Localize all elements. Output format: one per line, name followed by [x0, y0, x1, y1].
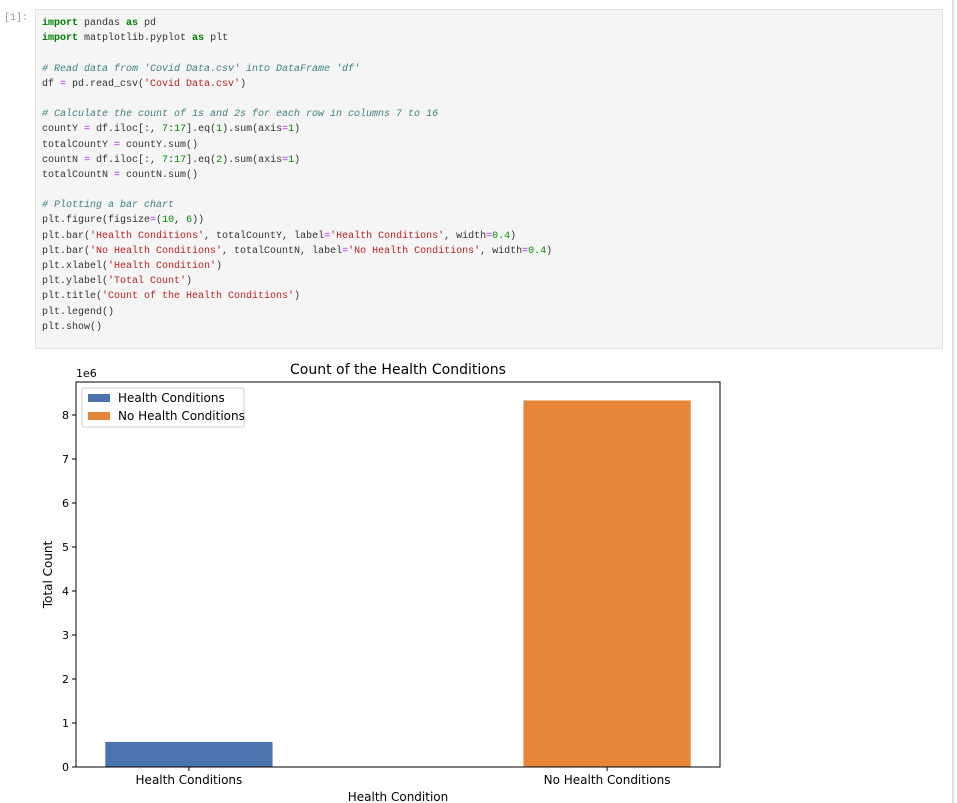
y-tick-label: 2: [62, 673, 69, 686]
code-line: plt.bar('Health Conditions', totalCountY…: [42, 230, 517, 242]
code-line: plt.show(): [42, 321, 103, 333]
code-block: import pandas as pd import matplotlib.pyp…: [42, 16, 942, 46]
y-tick-label: 7: [62, 453, 69, 466]
cell-prompt: [1]:: [4, 13, 29, 24]
x-tick-label: No Health Conditions: [544, 773, 671, 787]
code-line: import pandas as pd: [42, 18, 157, 29]
y-tick-label: 4: [62, 585, 69, 598]
scrollbar[interactable]: [952, 0, 954, 803]
code-block: # Read data from 'Covid Data.csv' into D…: [42, 62, 942, 92]
code-line: totalCountY = countY.sum(): [42, 139, 199, 151]
code-line: plt.bar('No Health Conditions', totalCou…: [42, 245, 553, 257]
legend-swatch: [88, 394, 110, 402]
code-line: df = pd.read_csv('Covid Data.csv'): [42, 78, 247, 90]
code-line: # Calculate the count of 1s and 2s for e…: [42, 109, 439, 121]
y-tick-label: 6: [62, 497, 69, 510]
plot-frame: [75, 381, 721, 768]
bar: [523, 400, 691, 767]
code-line: countN = df.iloc[:, 7:17].eq(2).sum(axis…: [42, 154, 301, 166]
legend-label: No Health Conditions: [118, 409, 245, 423]
legend: Health Conditions No Health Conditions: [81, 387, 245, 428]
code-line: # Read data from 'Covid Data.csv' into D…: [42, 63, 361, 75]
x-axis-label: Health Condition: [348, 790, 448, 803]
code-block: # Plotting a bar chart plt.figure(figsize…: [42, 198, 942, 335]
code-line: plt.legend(): [42, 306, 115, 318]
y-axis-label: Total Count: [41, 540, 55, 609]
legend-box: [81, 387, 245, 428]
legend-label: Health Conditions: [118, 391, 225, 405]
code-cell[interactable]: import pandas as pd import matplotlib.pyp…: [35, 9, 943, 349]
chart: 0 1 2 3 4 5 6 7 8 Health Conditions No Health Cond…: [41, 362, 721, 803]
code-line: plt.figure(figsize=(10, 6)): [42, 215, 205, 227]
x-tick-label: Health Conditions: [136, 773, 243, 787]
code-line: totalCountN = countN.sum(): [42, 169, 199, 181]
y-tick-label: 8: [62, 409, 69, 422]
code-line: # Plotting a bar chart: [42, 200, 175, 212]
code-line: plt.title('Count of the Health Condition…: [42, 291, 301, 303]
y-tick-label: 1: [62, 717, 69, 730]
y-tick-label: 3: [62, 629, 69, 642]
chart-title: Count of the Health Conditions: [290, 362, 506, 378]
code-line: plt.ylabel('Total Count'): [42, 276, 193, 288]
code-line: plt.xlabel('Health Condition'): [42, 261, 223, 272]
y-tick-label: 5: [62, 541, 69, 554]
code-line: import matplotlib.pyplot as plt: [42, 33, 229, 45]
code-line: countY = df.iloc[:, 7:17].eq(1).sum(axis…: [42, 124, 301, 136]
y-tick-label: 0: [62, 761, 69, 774]
y-offset-label: 1e6: [76, 367, 97, 380]
legend-swatch: [88, 412, 110, 420]
bar: [105, 741, 273, 767]
code-block: # Calculate the count of 1s and 2s for e…: [42, 107, 942, 183]
